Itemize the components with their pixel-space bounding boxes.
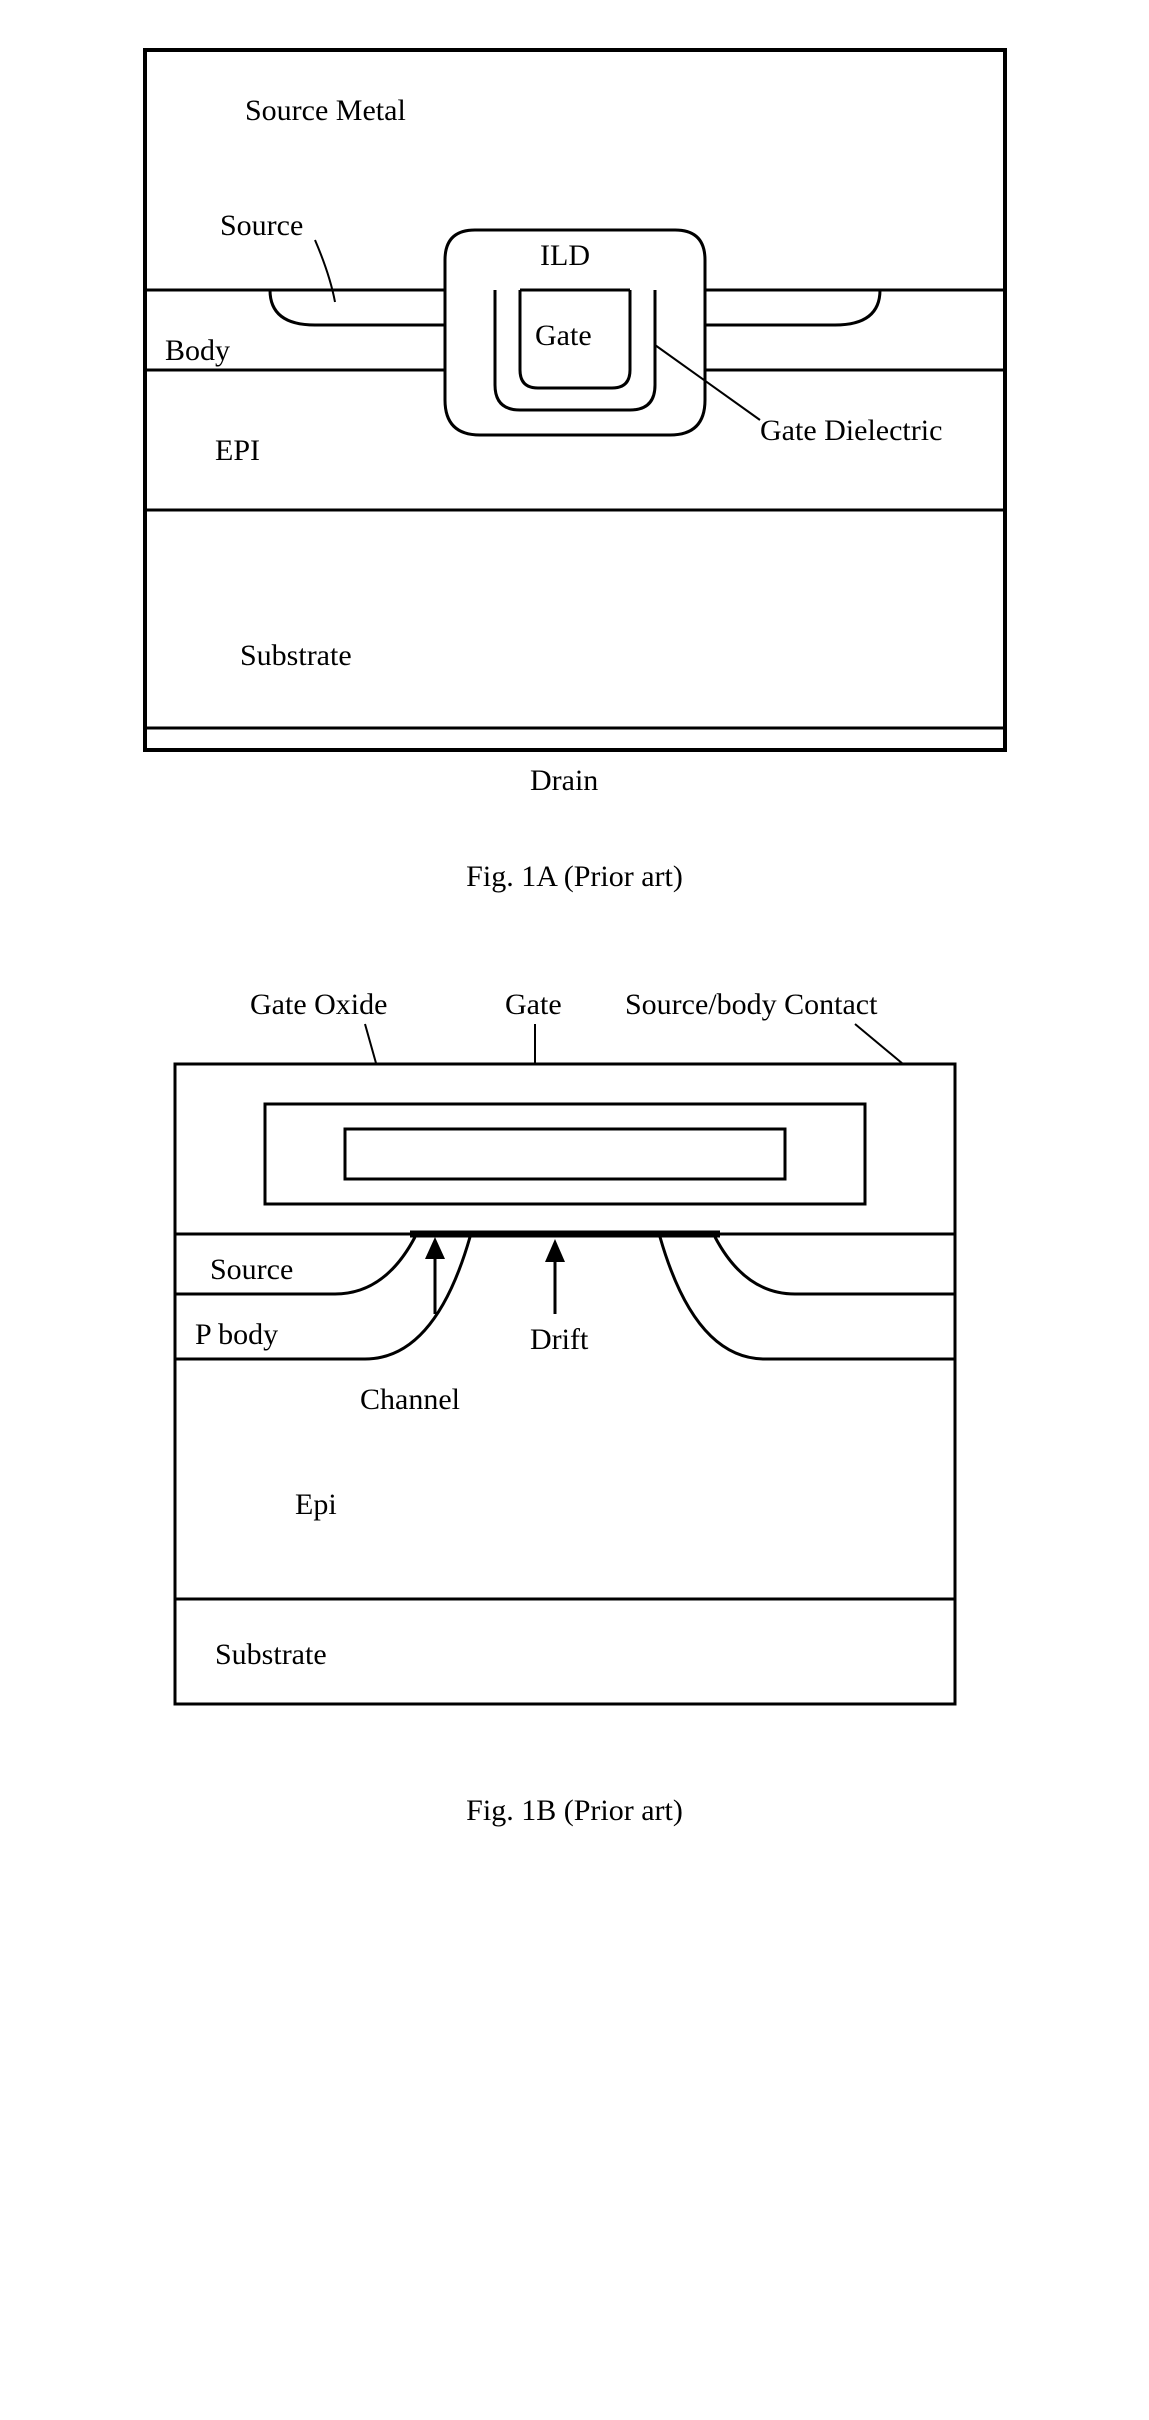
- label-drift: Drift: [530, 1323, 589, 1356]
- figure-1b: Gate Oxide Gate Source/body Contact Sour…: [135, 974, 1015, 1828]
- label-gate: Gate: [535, 319, 592, 352]
- label-source-b: Source: [210, 1253, 293, 1286]
- label-body: Body: [165, 334, 230, 367]
- label-source-body-contact: Source/body Contact: [625, 988, 878, 1021]
- label-drain: Drain: [530, 764, 598, 797]
- label-pbody: P body: [195, 1318, 278, 1351]
- figure-1a: Source Metal ILD Gate Source Body EPI Ga…: [135, 40, 1015, 894]
- label-ild: ILD: [540, 239, 590, 272]
- label-gate-oxide: Gate Oxide: [250, 988, 387, 1021]
- fig-1a-svg: Source Metal ILD Gate Source Body EPI Ga…: [135, 40, 1015, 820]
- label-source: Source: [220, 209, 303, 242]
- label-gate-dielectric-1: Gate Dielectric: [760, 414, 942, 447]
- gate-rect: [345, 1129, 785, 1179]
- caption-1b: Fig. 1B (Prior art): [466, 1794, 683, 1828]
- label-epi: EPI: [215, 434, 260, 467]
- caption-1a: Fig. 1A (Prior art): [466, 860, 683, 894]
- label-substrate: Substrate: [240, 639, 352, 672]
- label-channel: Channel: [360, 1383, 460, 1416]
- fig-1b-svg: Gate Oxide Gate Source/body Contact Sour…: [135, 974, 1015, 1754]
- label-gate-b: Gate: [505, 988, 562, 1021]
- label-source-metal: Source Metal: [245, 94, 406, 127]
- label-substrate-b: Substrate: [215, 1638, 327, 1671]
- label-epi-b: Epi: [295, 1488, 337, 1521]
